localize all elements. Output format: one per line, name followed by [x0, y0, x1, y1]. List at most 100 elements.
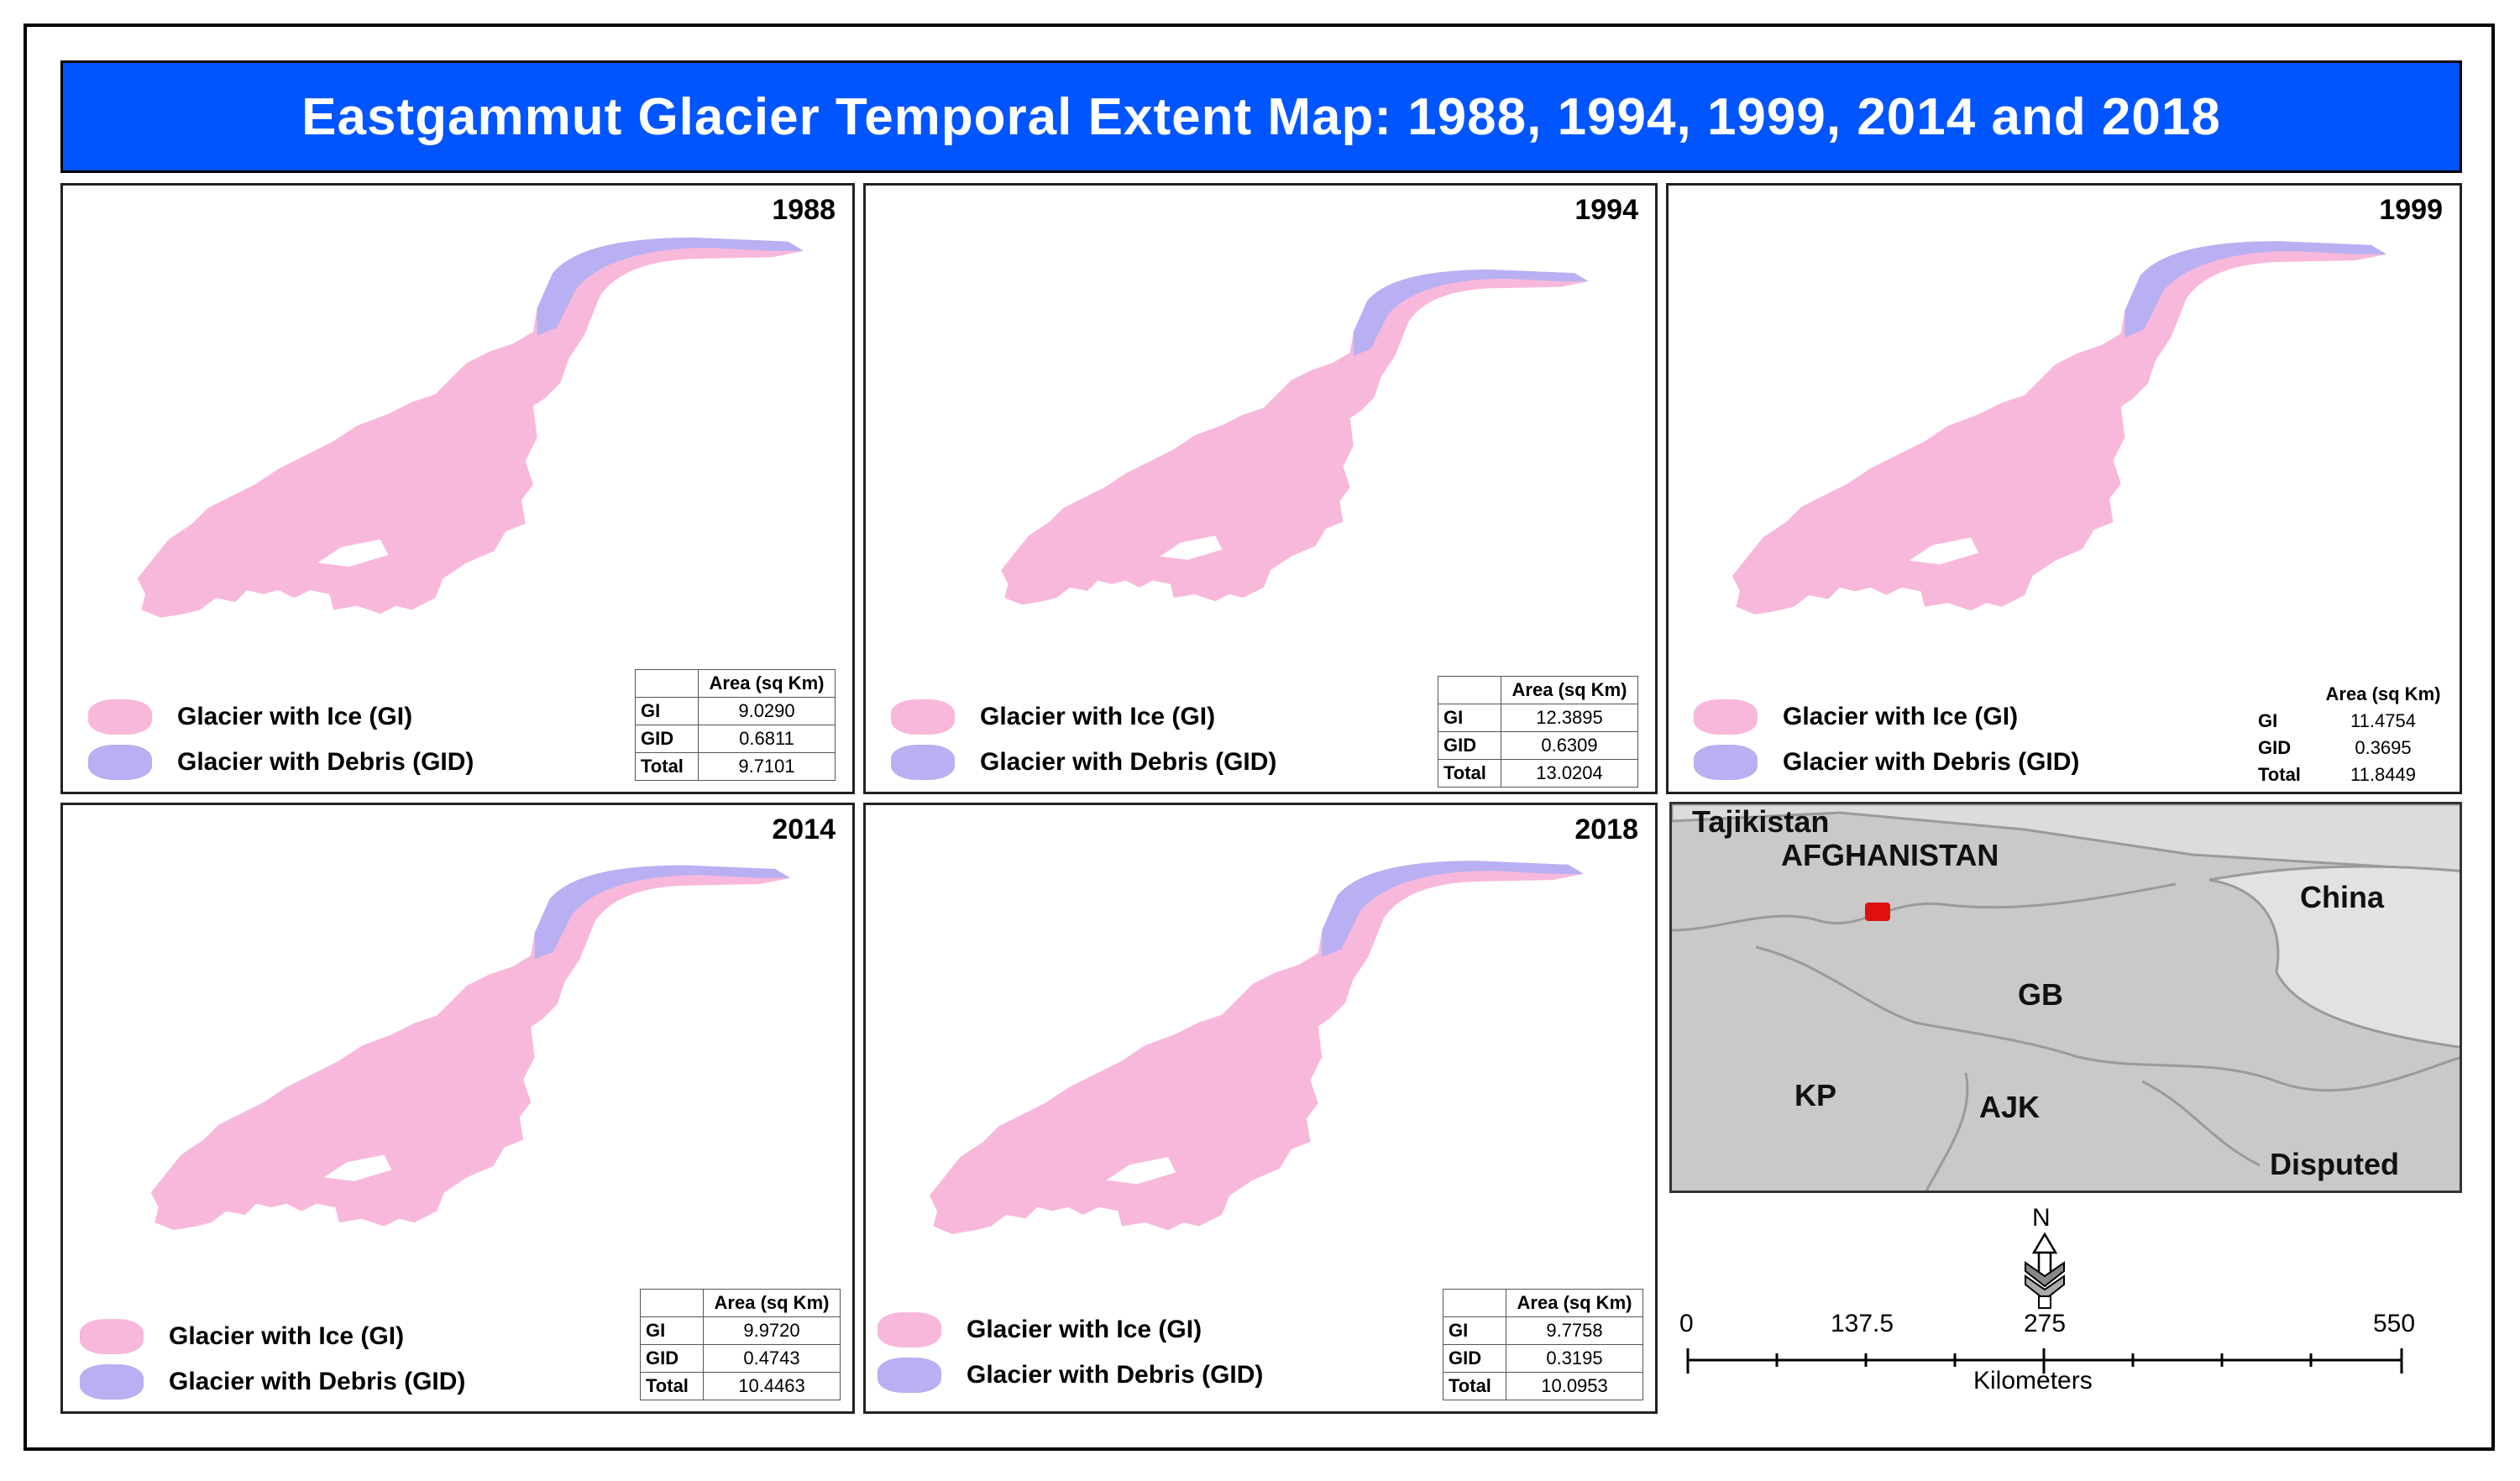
gid-swatch: [891, 745, 955, 780]
area-table: Area (sq Km) GI 9.0290 GID 0.6811 Total 9.7…: [635, 669, 836, 781]
legend-gi: Glacier with Ice (GI): [891, 699, 1215, 735]
north-arrow-icon: [2025, 1232, 2065, 1309]
year-label: 2014: [772, 814, 836, 845]
legend-gid: Glacier with Debris (GID): [80, 1364, 465, 1400]
row-gi-label: GI: [1438, 704, 1501, 732]
scale-tick-0: 0: [1679, 1310, 1694, 1337]
year-label: 1999: [2379, 194, 2443, 226]
row-total-label: Total: [2258, 764, 2301, 785]
north-arrow: N: [2015, 1204, 2074, 1310]
scale-bar: 0 137.5 275 550 Kilometers: [1679, 1310, 2435, 1410]
gid-swatch: [80, 1364, 144, 1400]
location-inset-map: Tajikistan AFGHANISTAN China GB KP AJK D…: [1669, 802, 2462, 1193]
label-gb: GB: [2018, 977, 2063, 1012]
legend-gid-label: Glacier with Debris (GID): [1783, 748, 2080, 776]
row-total-label: Total: [1438, 759, 1501, 788]
gid-swatch: [1694, 745, 1758, 780]
panel-1999: 1999 Glacier with Ice (GI) Glacier with …: [1666, 183, 2462, 794]
gi-swatch: [891, 699, 955, 735]
label-kp: KP: [1794, 1078, 1837, 1112]
area-table: Area (sq Km) GI 12.3895 GID 0.6309 Total 13…: [1438, 676, 1638, 788]
total-area: 11.8449: [2350, 764, 2416, 785]
legend-gid-label: Glacier with Debris (GID): [177, 748, 474, 776]
table-header: Area (sq Km): [698, 669, 836, 698]
gid-area: 0.6811: [698, 725, 836, 753]
row-gi-label: GI: [1443, 1316, 1506, 1345]
label-china: China: [2300, 880, 2385, 914]
gid-swatch: [878, 1358, 941, 1393]
inset-basemap: [1672, 804, 2460, 1191]
row-gi-label: GI: [640, 1316, 704, 1345]
legend-gid: Glacier with Debris (GID): [1694, 745, 2079, 780]
legend-gi: Glacier with Ice (GI): [88, 699, 412, 735]
label-afghanistan: AFGHANISTAN: [1781, 838, 1999, 872]
gi-area: 11.4754: [2350, 710, 2416, 731]
legend-gi: Glacier with Ice (GI): [80, 1319, 404, 1354]
legend-gid-label: Glacier with Debris (GID): [967, 1361, 1264, 1389]
row-total-label: Total: [635, 752, 699, 781]
row-gid-label: GID: [1438, 731, 1501, 760]
row-gid-label: GID: [640, 1344, 704, 1373]
gid-area: 0.4743: [703, 1344, 841, 1373]
legend-gi-label: Glacier with Ice (GI): [1783, 703, 2019, 730]
legend-gi: Glacier with Ice (GI): [1694, 699, 2018, 735]
gi-swatch: [1694, 699, 1758, 735]
label-disputed: Disputed: [2270, 1147, 2400, 1181]
legend-gid: Glacier with Debris (GID): [878, 1358, 1263, 1393]
row-gi-label: GI: [2258, 710, 2278, 731]
year-label: 1994: [1574, 194, 1638, 226]
glacier-extent-map: [137, 238, 804, 618]
year-label: 2018: [1574, 814, 1638, 845]
row-gid-label: GID: [635, 725, 699, 753]
area-table: Area (sq Km) GI 9.9720 GID 0.4743 Total 10.…: [640, 1289, 841, 1400]
gi-area: 9.0290: [698, 697, 836, 725]
legend-gid: Glacier with Debris (GID): [891, 745, 1276, 780]
row-gid-label: GID: [2258, 737, 2292, 758]
legend-gi-label: Glacier with Ice (GI): [177, 703, 413, 730]
glacier-extent-map: [1001, 270, 1589, 605]
glacier-extent-map: [1732, 241, 2386, 615]
legend-gi: Glacier with Ice (GI): [878, 1312, 1202, 1348]
glacier-location-marker: [1865, 903, 1890, 921]
total-area: 13.0204: [1501, 759, 1638, 788]
gi-swatch: [878, 1312, 941, 1348]
north-label: N: [2032, 1204, 2051, 1232]
gi-area: 9.7758: [1506, 1316, 1643, 1345]
scale-tick-137-5: 137.5: [1831, 1310, 1894, 1337]
scale-unit-label: Kilometers: [1973, 1367, 2093, 1395]
row-gid-label: GID: [1443, 1344, 1506, 1373]
scale-bar-graphic: [1686, 1348, 2403, 1374]
gid-area: 0.3695: [2355, 737, 2412, 758]
label-tajikistan: Tajikistan: [1692, 804, 1830, 839]
legend-gid-label: Glacier with Debris (GID): [980, 748, 1277, 776]
scale-tick-550: 550: [2373, 1310, 2416, 1337]
gi-area: 9.9720: [703, 1316, 841, 1345]
title-bar: Eastgammut Glacier Temporal Extent Map: …: [60, 60, 2462, 173]
gid-area: 0.6309: [1501, 731, 1638, 760]
total-area: 9.7101: [698, 752, 836, 781]
panel-1988: 1988 Glacier with Ice (GI) Glacier with …: [60, 183, 855, 794]
table-header: Area (sq Km): [703, 1289, 841, 1317]
legend-gi-label: Glacier with Ice (GI): [980, 703, 1216, 730]
gi-swatch: [88, 699, 152, 735]
panel-1994: 1994 Glacier with Ice (GI) Glacier with …: [863, 183, 1658, 794]
label-ajk: AJK: [1979, 1090, 2041, 1124]
table-header: Area (sq Km): [1506, 1289, 1643, 1317]
total-area: 10.4463: [703, 1372, 841, 1400]
glacier-extent-map: [929, 861, 1584, 1234]
table-header: Area (sq Km): [1501, 676, 1638, 704]
scale-tick-275: 275: [2024, 1310, 2067, 1337]
total-area: 10.0953: [1506, 1372, 1643, 1400]
gi-swatch: [80, 1319, 144, 1354]
area-table: Area (sq Km) GI 11.4754 GID 0.3695 Total 11…: [2253, 681, 2451, 788]
area-table: Area (sq Km) GI 9.7758 GID 0.3195 Total 10.…: [1443, 1289, 1643, 1400]
legend-gid: Glacier with Debris (GID): [88, 745, 474, 780]
gid-area: 0.3195: [1506, 1344, 1643, 1373]
gi-area: 12.3895: [1501, 704, 1638, 732]
legend-gid-label: Glacier with Debris (GID): [169, 1368, 466, 1395]
table-header: Area (sq Km): [2325, 683, 2441, 704]
legend-gi-label: Glacier with Ice (GI): [169, 1322, 405, 1350]
panel-2018: 2018 Glacier with Ice (GI) Glacier with …: [863, 803, 1658, 1414]
row-total-label: Total: [640, 1372, 704, 1400]
row-gi-label: GI: [635, 697, 699, 725]
